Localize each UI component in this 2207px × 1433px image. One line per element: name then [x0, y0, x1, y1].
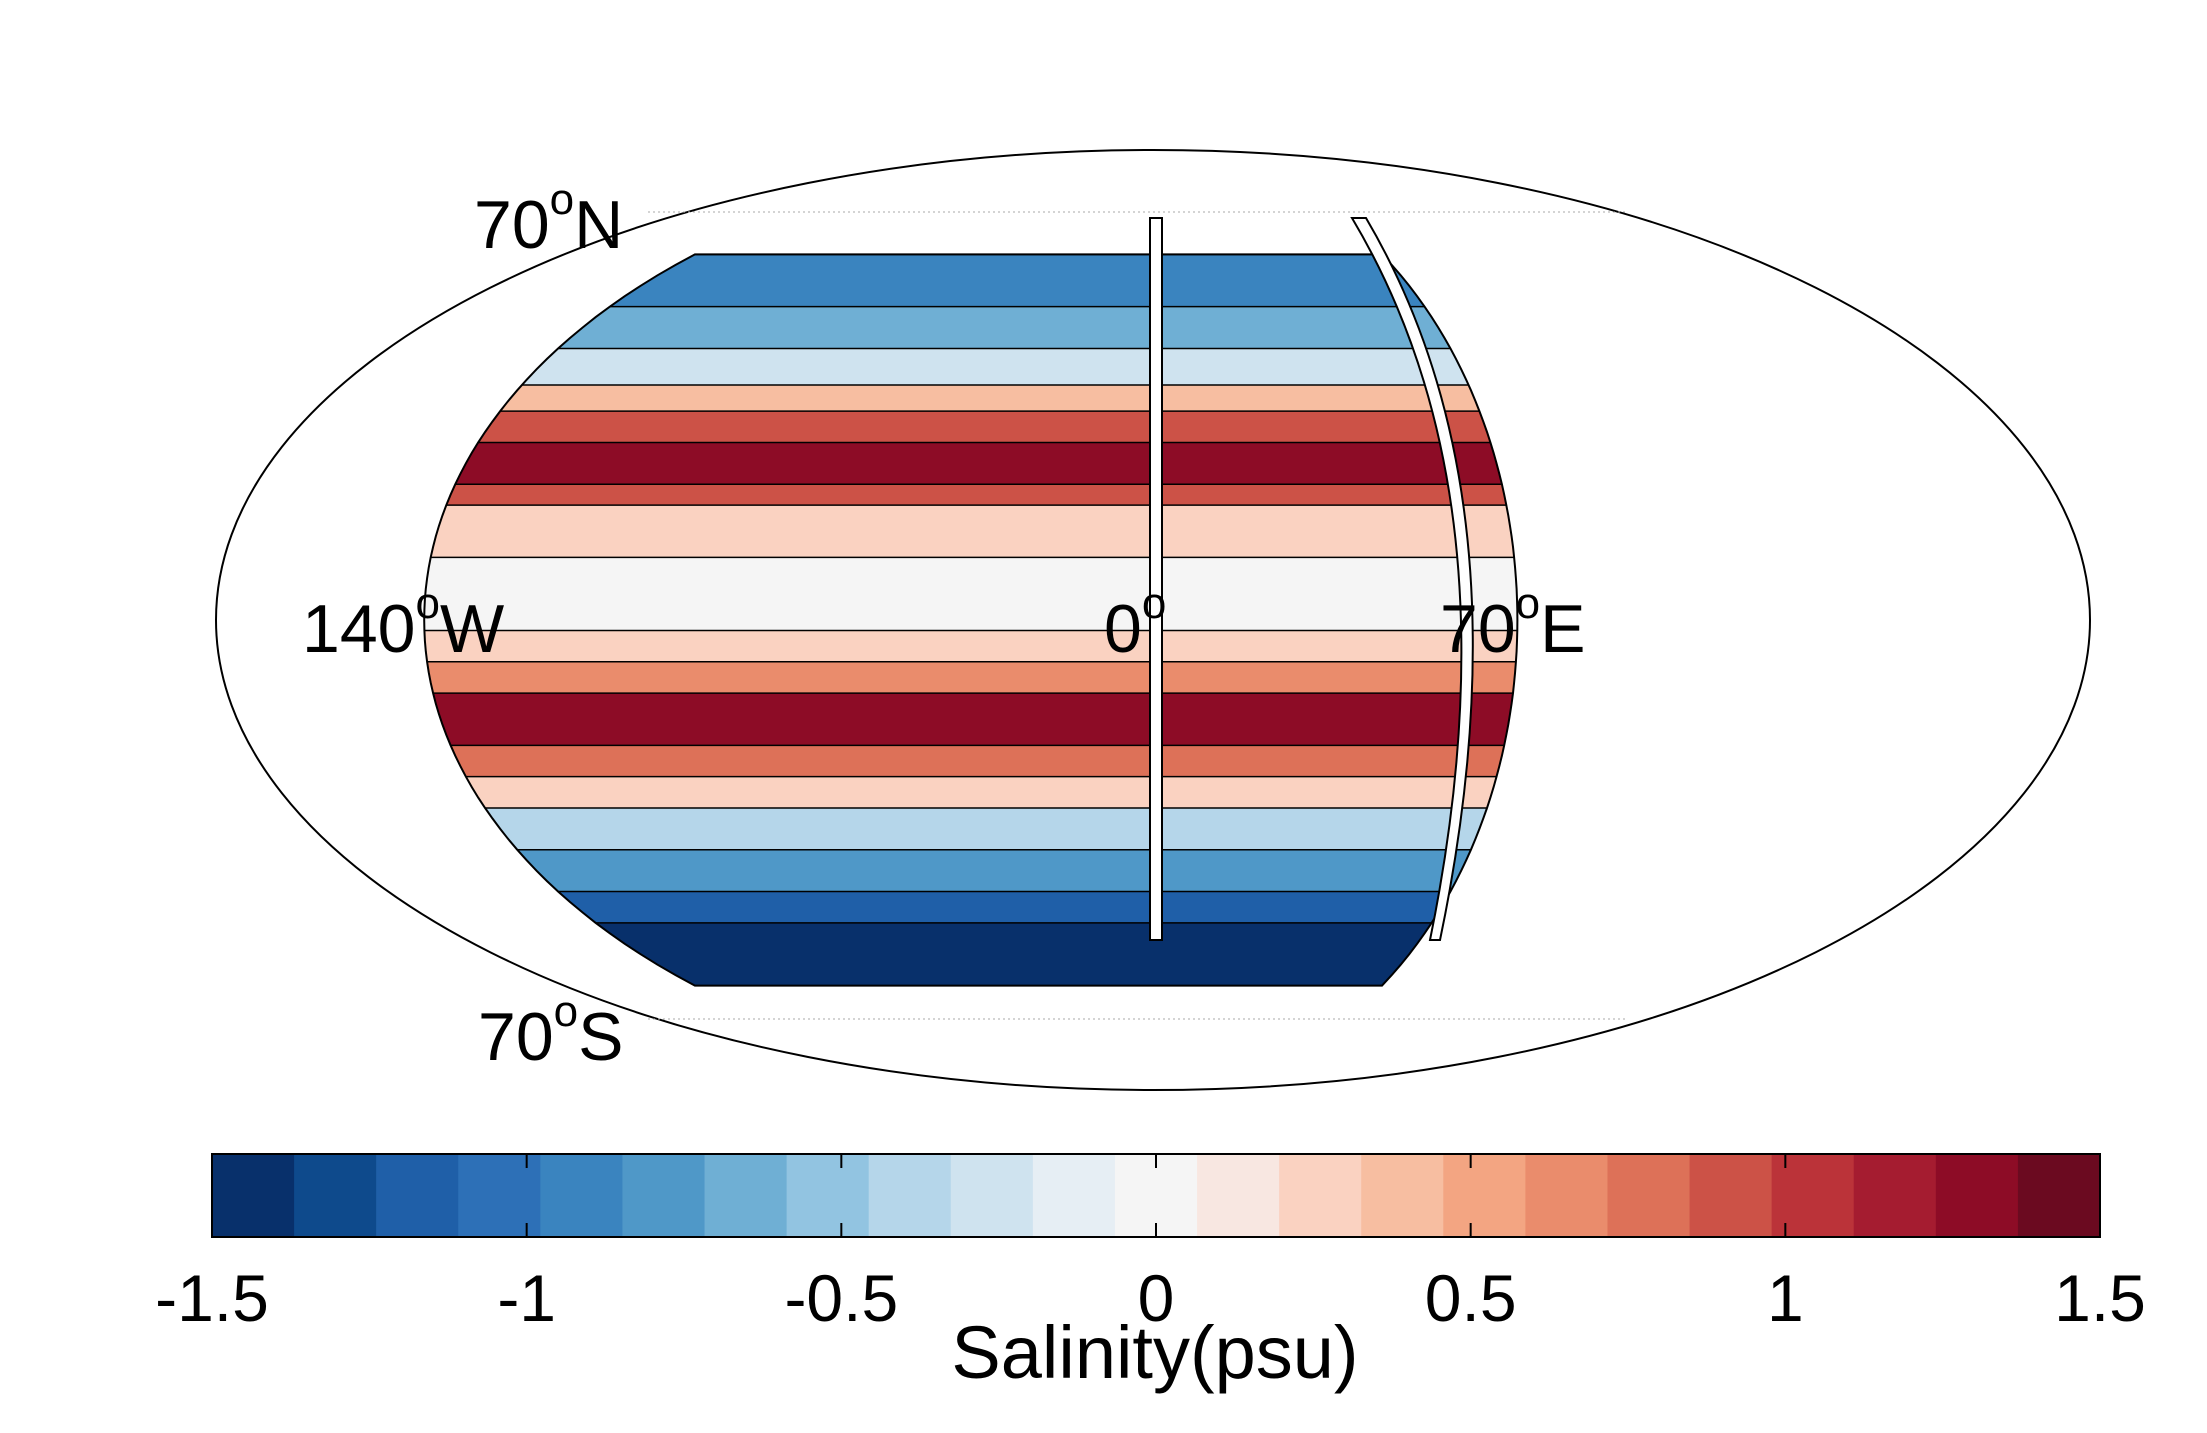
- salinity-band-5: [424, 442, 1518, 486]
- colorbar-swatch: [1361, 1154, 1444, 1237]
- colorbar-swatch: [2017, 1154, 2101, 1237]
- colorbar-swatch: [294, 1154, 377, 1237]
- colorbar-swatch: [1032, 1154, 1116, 1237]
- colorbar-swatch: [1935, 1154, 2019, 1237]
- colorbar-swatch: [1689, 1154, 1773, 1237]
- ocean-domain-outline: [423, 253, 1519, 987]
- salinity-band-6: [424, 484, 1518, 507]
- lon-label-0: 0o: [1104, 579, 1166, 667]
- colorbar-swatch: [1607, 1154, 1691, 1237]
- colorbar-swatch: [786, 1154, 870, 1237]
- colorbar-swatch: [1853, 1154, 1937, 1237]
- colorbar-swatch: [622, 1154, 706, 1237]
- colorbar-swatch: [704, 1154, 788, 1237]
- lat-label-70n: 70oN: [474, 175, 623, 263]
- salinity-band-1: [424, 306, 1518, 350]
- colorbar-tick-label: 0.5: [1425, 1261, 1517, 1335]
- salinity-band-15: [424, 849, 1518, 893]
- colorbar-tick-label: -0.5: [784, 1261, 898, 1335]
- colorbar-tick-label: 1: [1767, 1261, 1804, 1335]
- lon-label-70e: 70oE: [1440, 579, 1585, 667]
- continent-barrier-prime-meridian: [1149, 217, 1163, 941]
- colorbar-tick-label: 1.5: [2054, 1261, 2146, 1335]
- colorbar-swatch: [376, 1154, 459, 1237]
- colorbar-swatch: [212, 1154, 295, 1237]
- colorbar-swatch: [1525, 1154, 1609, 1237]
- salinity-band-8: [424, 557, 1518, 632]
- salinity-band-16: [424, 891, 1518, 924]
- salinity-band-12: [424, 745, 1518, 778]
- colorbar-title: Salinity(psu): [951, 1311, 1358, 1394]
- colorbar-swatch: [1443, 1154, 1526, 1237]
- lon-label-140w: 140oW: [302, 579, 504, 667]
- colorbar-swatch: [868, 1154, 952, 1237]
- salinity-band-13: [424, 776, 1518, 809]
- salinity-band-2: [424, 348, 1518, 386]
- colorbar-swatch: [1771, 1154, 1855, 1237]
- colorbar-swatch: [458, 1154, 541, 1237]
- salinity-band-4: [424, 411, 1518, 444]
- continent-barrier-east: [1350, 217, 1474, 941]
- colorbar-swatch: [540, 1154, 624, 1237]
- salinity-band-3: [424, 385, 1518, 413]
- salinity-band-11: [424, 693, 1518, 747]
- lat-label-70s: 70oS: [478, 987, 623, 1075]
- salinity-band-14: [424, 808, 1518, 851]
- colorbar-swatch: [1279, 1154, 1362, 1237]
- salinity-ocean-field: [424, 254, 1518, 986]
- colorbar-tick-label: 0: [1138, 1261, 1175, 1335]
- salinity-band-7: [424, 505, 1518, 559]
- colorbar-tick-label: -1.5: [155, 1261, 269, 1335]
- colorbar-swatch: [950, 1154, 1034, 1237]
- colorbar-ticks: -1.5 -1 -0.5 0 0.5 1 1.5: [155, 1154, 2146, 1335]
- salinity-band-10: [424, 661, 1518, 695]
- salinity-band-9: [424, 630, 1518, 663]
- colorbar-tick-label: -1: [497, 1261, 556, 1335]
- colorbar-swatch: [1197, 1154, 1280, 1237]
